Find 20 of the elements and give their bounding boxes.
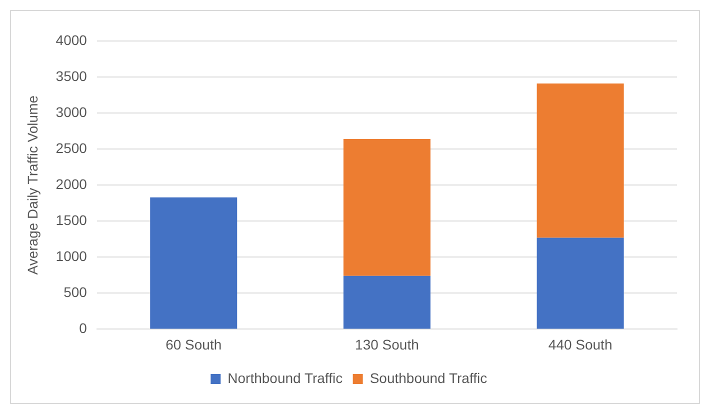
bar [343, 276, 430, 329]
y-tick-label: 1500 [56, 212, 88, 228]
y-tick-label: 3500 [56, 68, 88, 84]
y-tick-label: 500 [64, 284, 88, 300]
legend-label: Northbound Traffic [228, 370, 343, 386]
y-tick-label: 3000 [56, 104, 88, 120]
legend-label: Southbound Traffic [370, 370, 488, 386]
y-axis-title: Average Daily Traffic Volume [24, 95, 40, 275]
x-tick-label: 60 South [166, 336, 222, 352]
x-tick-label: 130 South [355, 336, 419, 352]
y-tick-label: 4000 [56, 32, 88, 48]
bar [343, 138, 430, 276]
y-tick-label: 2000 [56, 176, 88, 192]
bar [536, 84, 624, 238]
y-tick-label: 2500 [56, 140, 88, 156]
x-tick-label: 440 South [548, 336, 612, 352]
y-tick-label: 0 [79, 320, 88, 336]
bar [150, 197, 238, 329]
y-tick-label: 1000 [56, 248, 88, 264]
bar [536, 238, 624, 329]
